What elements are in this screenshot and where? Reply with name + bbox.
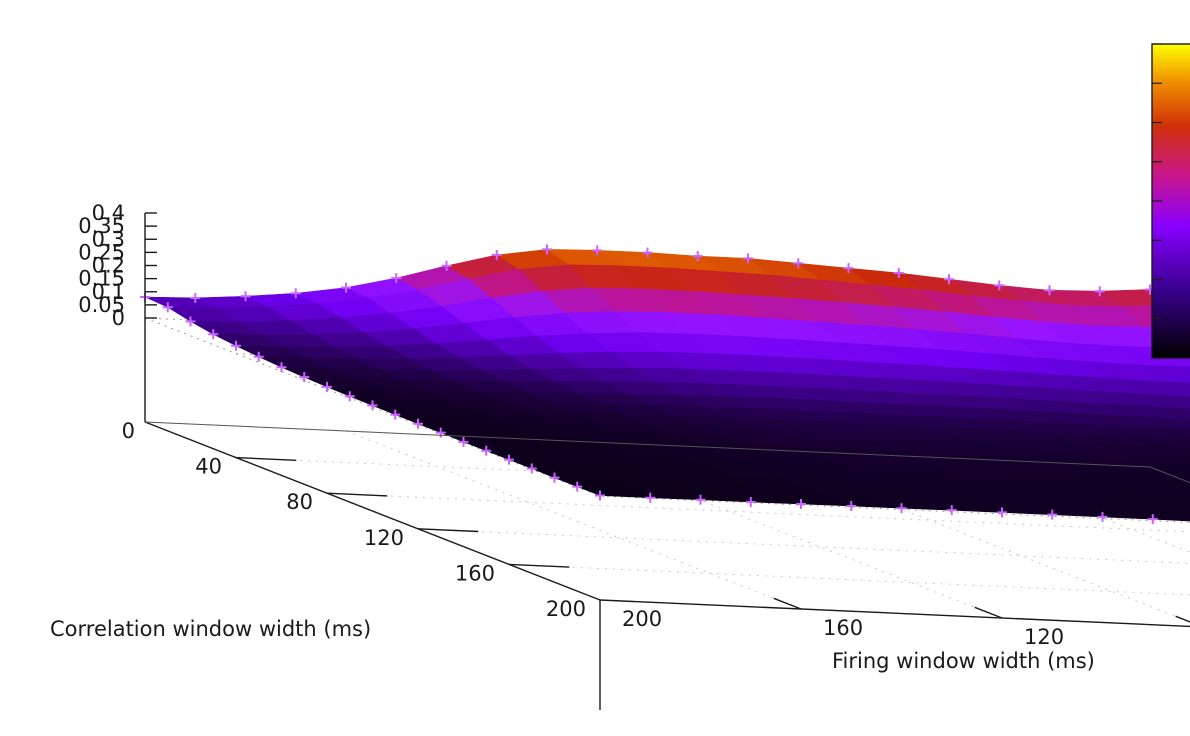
x-axis-label: Correlation window width (ms): [50, 617, 371, 641]
y-tick-label: 200: [622, 607, 662, 631]
x-tick-label: 80: [286, 490, 313, 514]
x-tick-mark: [236, 458, 296, 461]
x-tick-label: 0: [122, 419, 135, 443]
y-axis-label: Firing window width (ms): [832, 649, 1095, 673]
x-tick-label: 120: [364, 526, 404, 550]
x-tick-label: 160: [455, 561, 495, 585]
x-tick-label: 40: [195, 455, 222, 479]
colorbar: [1152, 44, 1190, 358]
floor-grid-line-x: [418, 529, 1190, 574]
y-tick-label: 120: [1024, 625, 1064, 649]
y-axis-line: [600, 600, 1190, 645]
x-tick-label: 200: [546, 597, 586, 621]
x-tick-mark: [509, 564, 569, 567]
y-tick-label: 160: [823, 616, 863, 640]
z-tick-label: 0.4: [92, 201, 125, 225]
floor-grid-line-x: [509, 564, 1190, 609]
x-tick-mark: [327, 493, 387, 496]
x-tick-mark: [418, 529, 478, 532]
